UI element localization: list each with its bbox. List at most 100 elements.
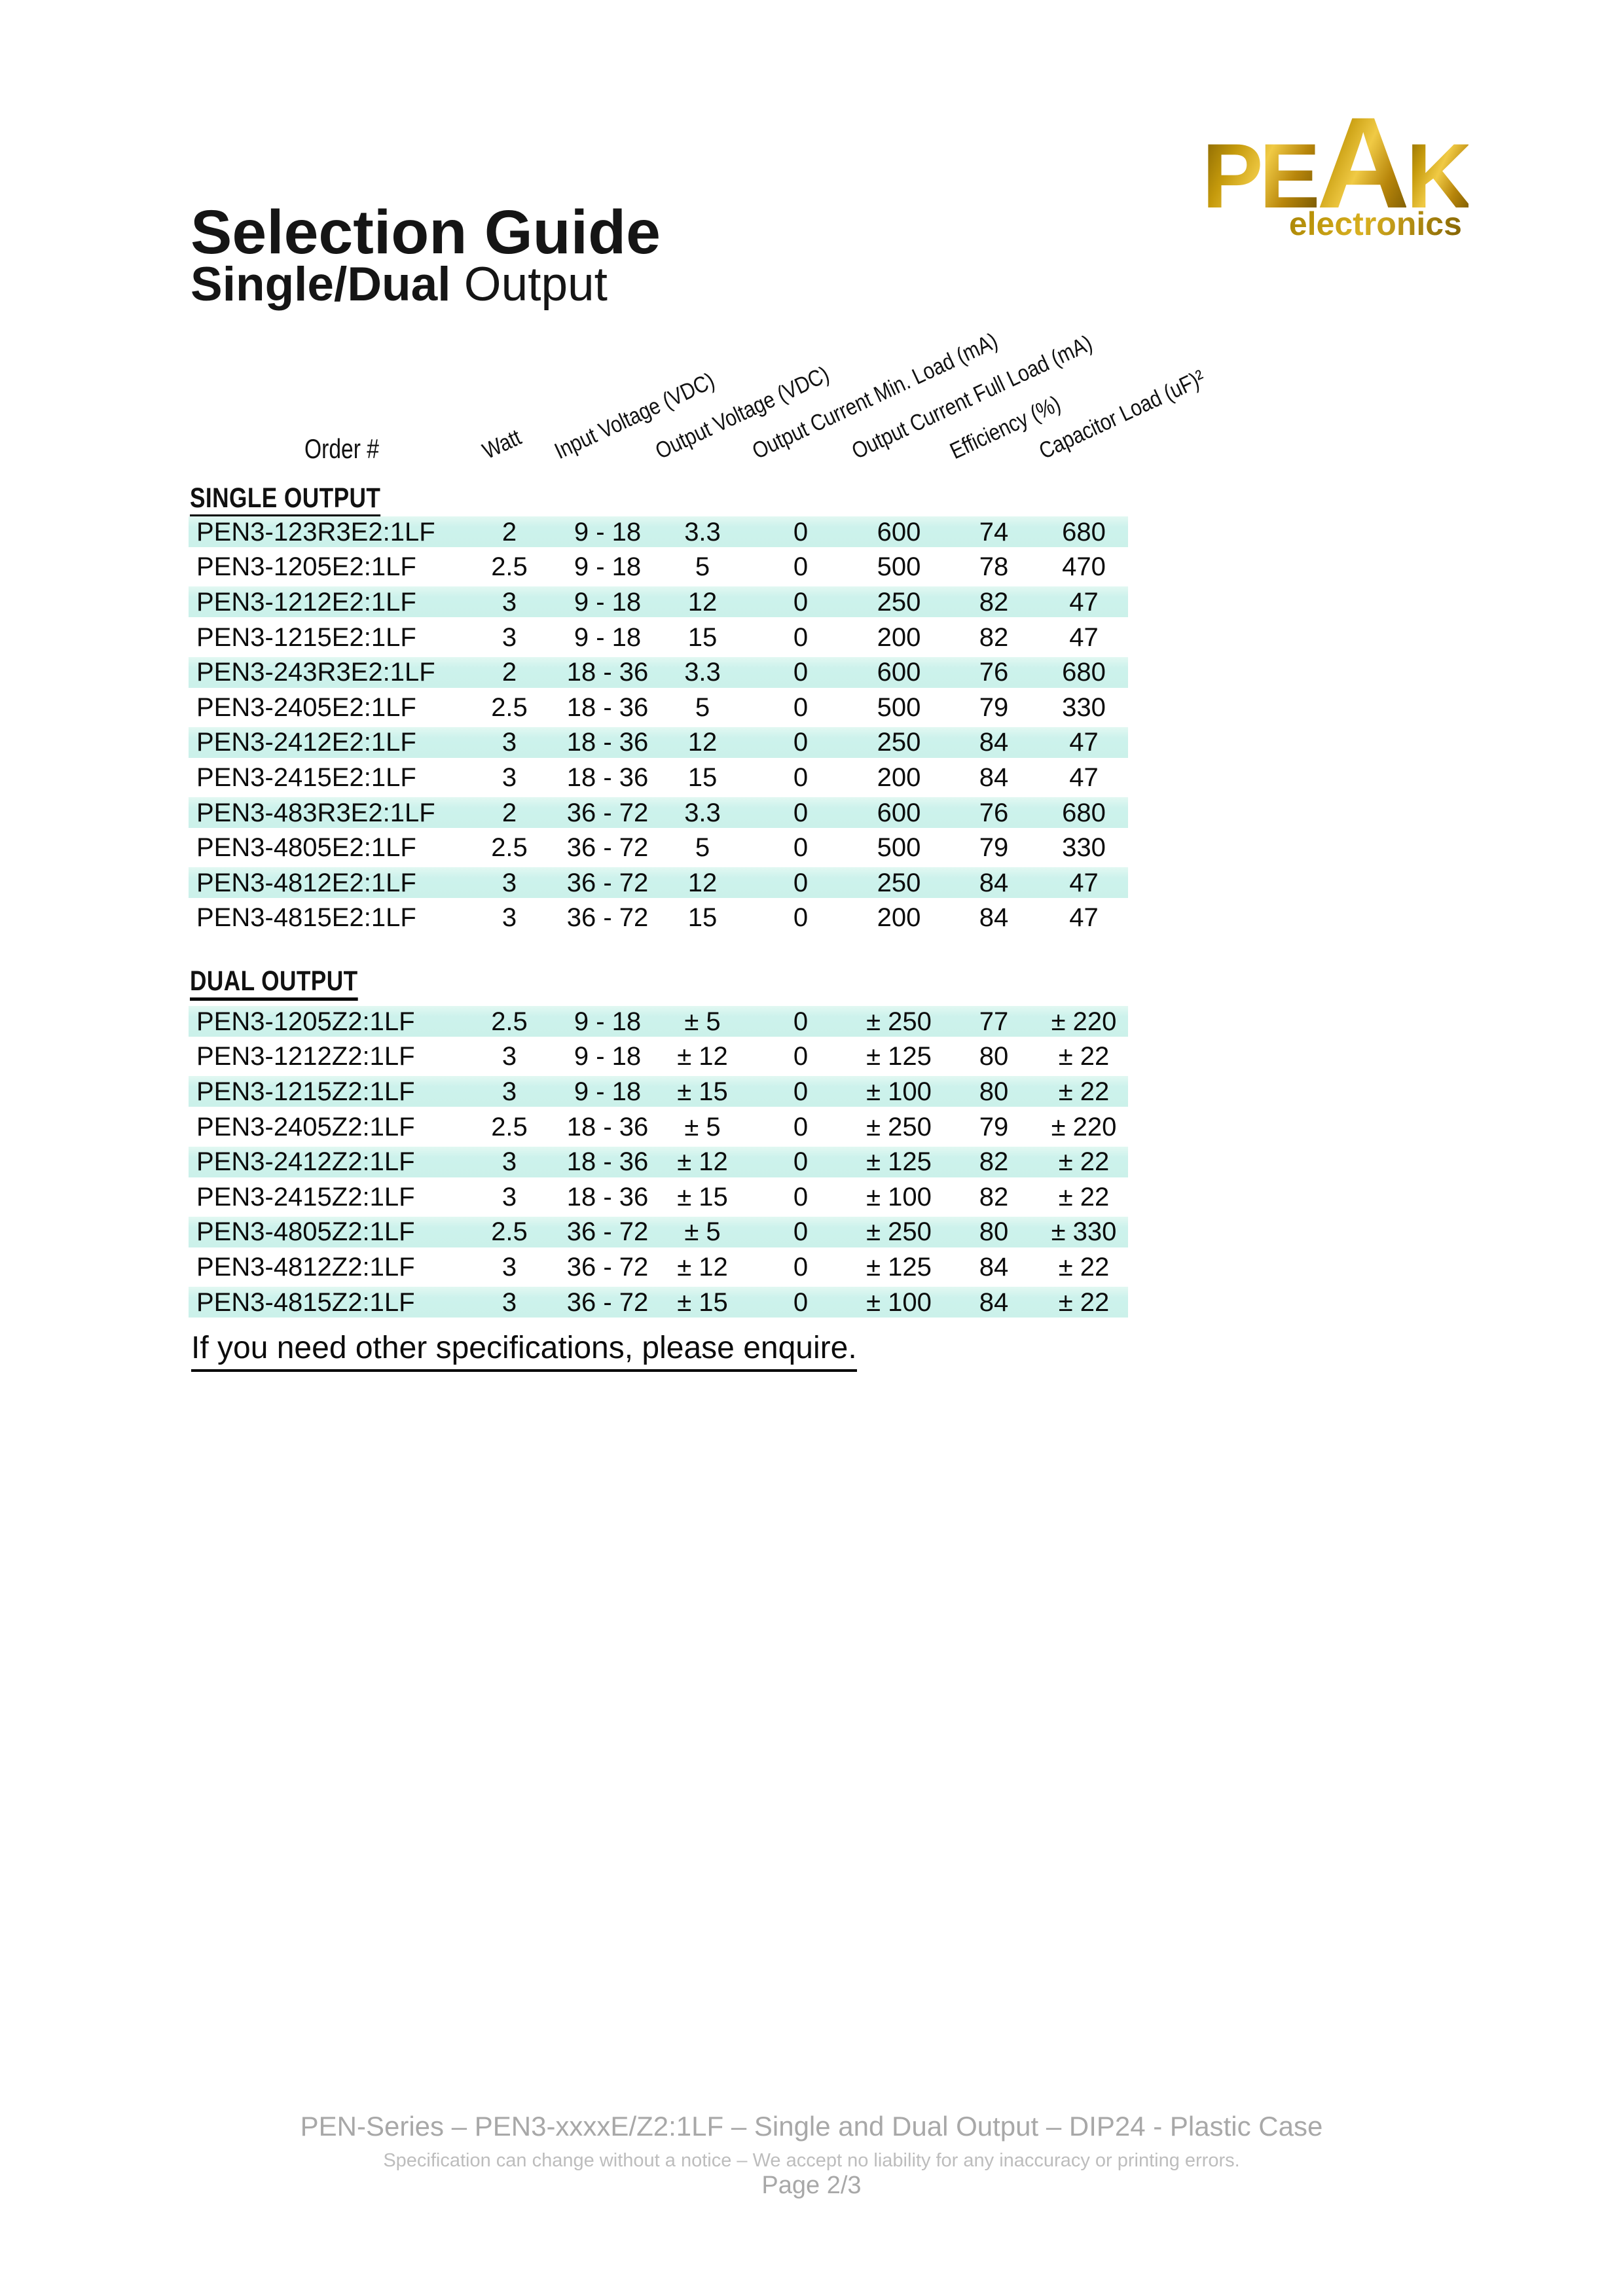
table-row: PEN3-4815Z2:1LF 3 36 - 72 ± 15 0 ± 100 84 ± 22 — [189, 1284, 1128, 1320]
table-cell: 18 - 36 — [566, 1147, 649, 1177]
order-number-cell: PEN3-4815Z2:1LF — [196, 1287, 415, 1317]
table-row: PEN3-4805Z2:1LF 2.5 36 - 72 ± 5 0 ± 250 80 ± 33… — [189, 1214, 1128, 1250]
table-cell: ± 15 — [677, 1287, 728, 1317]
table-cell: 0 — [793, 1007, 809, 1036]
table-cell: 9 - 18 — [574, 1042, 642, 1071]
order-number-cell: PEN3-1205E2:1LF — [196, 552, 416, 582]
table-cell: 5 — [695, 833, 710, 863]
table-row: PEN3-1212Z2:1LF 3 9 - 18 ± 12 0 ± 125 80 ± 22 — [189, 1039, 1128, 1075]
table-cell: ± 12 — [677, 1252, 728, 1282]
table-cell: 84 — [979, 762, 1009, 792]
table-cell: 680 — [1062, 798, 1106, 827]
table-cell: ± 250 — [866, 1112, 932, 1141]
dual-output-table: PEN3-1205Z2:1LF 2.5 9 - 18 ± 5 0 ± 250 77 ± 220… — [189, 1004, 1128, 1320]
table-cell: ± 5 — [684, 1112, 721, 1141]
subtitle-rest: Output — [450, 258, 608, 311]
table-column-headers: Order # Watt Input Voltage (VDC) Output Vo… — [0, 262, 1623, 465]
table-cell: 84 — [979, 903, 1009, 933]
table-row: PEN3-1215E2:1LF 3 9 - 18 15 0 200 82 47 — [189, 620, 1128, 655]
table-row: PEN3-483R3E2:1LF 2 36 - 72 3.3 0 600 76 680 — [189, 795, 1128, 831]
table-cell: 74 — [979, 517, 1009, 547]
section-title-dual-output: DUAL OUTPUT — [190, 967, 358, 1001]
table-cell: ± 250 — [866, 1007, 932, 1036]
logo-text-k: K — [1406, 124, 1472, 227]
table-cell: 79 — [979, 833, 1009, 863]
table-cell: 78 — [979, 552, 1009, 582]
table-cell: 250 — [877, 868, 921, 897]
table-cell: 18 - 36 — [566, 1112, 649, 1141]
table-cell: 12 — [687, 728, 718, 757]
table-cell: ± 22 — [1058, 1042, 1110, 1071]
table-cell: 84 — [979, 1252, 1009, 1282]
table-cell: ± 220 — [1051, 1007, 1117, 1036]
table-cell: 680 — [1062, 658, 1106, 687]
order-number-cell: PEN3-1215E2:1LF — [196, 622, 416, 652]
table-cell: 600 — [877, 798, 921, 827]
table-cell: 200 — [877, 762, 921, 792]
table-cell: 0 — [793, 1042, 809, 1071]
table-cell: 0 — [793, 833, 809, 863]
subtitle-bold: Single/Dual — [191, 258, 451, 311]
column-header-order: Order # — [304, 433, 379, 464]
table-cell: ± 5 — [684, 1217, 721, 1247]
table-cell: 250 — [877, 587, 921, 617]
table-cell: 77 — [979, 1007, 1009, 1036]
table-cell: 0 — [793, 658, 809, 687]
table-cell: 80 — [979, 1077, 1009, 1106]
table-cell: 3.3 — [684, 798, 721, 827]
table-cell: ± 125 — [866, 1252, 932, 1282]
order-number-cell: PEN3-243R3E2:1LF — [196, 658, 435, 687]
table-cell: 500 — [877, 833, 921, 863]
footer-page-number: Page 2/3 — [761, 2172, 862, 2199]
section-title-single-output: SINGLE OUTPUT — [190, 484, 381, 518]
table-cell: 36 - 72 — [566, 798, 649, 827]
table-cell: 79 — [979, 1112, 1009, 1141]
table-cell: 600 — [877, 658, 921, 687]
table-cell: 0 — [793, 1182, 809, 1211]
table-cell: 3 — [501, 587, 517, 617]
table-cell: 0 — [793, 1077, 809, 1106]
table-cell: ± 12 — [677, 1042, 728, 1071]
table-cell: 3 — [501, 868, 517, 897]
order-number-cell: PEN3-4805E2:1LF — [196, 833, 416, 863]
table-row: PEN3-4812Z2:1LF 3 36 - 72 ± 12 0 ± 125 84 ± 22 — [189, 1249, 1128, 1285]
footer-series-line: PEN-Series – PEN3-xxxxE/Z2:1LF – Single … — [300, 2111, 1323, 2142]
table-cell: ± 100 — [866, 1287, 932, 1317]
table-cell: 36 - 72 — [566, 833, 649, 863]
table-row: PEN3-2405E2:1LF 2.5 18 - 36 5 0 500 79 330 — [189, 690, 1128, 725]
table-cell: 680 — [1062, 517, 1106, 547]
table-cell: 79 — [979, 692, 1009, 722]
table-cell: 0 — [793, 1287, 809, 1317]
table-cell: 2 — [501, 517, 517, 547]
table-cell: 9 - 18 — [574, 517, 642, 547]
table-cell: 200 — [877, 622, 921, 652]
table-cell: 18 - 36 — [566, 762, 649, 792]
table-cell: 0 — [793, 1217, 809, 1247]
order-number-cell: PEN3-123R3E2:1LF — [196, 517, 435, 547]
table-cell: 0 — [793, 903, 809, 933]
table-cell: 18 - 36 — [566, 1182, 649, 1211]
table-cell: ± 22 — [1058, 1077, 1110, 1106]
footer-disclaimer: Specification can change without a notic… — [383, 2150, 1240, 2171]
table-cell: 3.3 — [684, 658, 721, 687]
table-cell: 600 — [877, 517, 921, 547]
table-cell: 47 — [1069, 587, 1099, 617]
table-cell: 12 — [687, 868, 718, 897]
order-number-cell: PEN3-1212E2:1LF — [196, 587, 416, 617]
order-number-cell: PEN3-2415E2:1LF — [196, 762, 416, 792]
table-row: PEN3-243R3E2:1LF 2 18 - 36 3.3 0 600 76 680 — [189, 655, 1128, 690]
table-cell: 3 — [501, 762, 517, 792]
table-cell: 80 — [979, 1217, 1009, 1247]
table-cell: 84 — [979, 728, 1009, 757]
order-number-cell: PEN3-4812E2:1LF — [196, 868, 416, 897]
table-row: PEN3-2415E2:1LF 3 18 - 36 15 0 200 84 47 — [189, 760, 1128, 795]
table-cell: 9 - 18 — [574, 1077, 642, 1106]
table-cell: 0 — [793, 517, 809, 547]
table-row: PEN3-1212E2:1LF 3 9 - 18 12 0 250 82 47 — [189, 584, 1128, 620]
table-cell: ± 250 — [866, 1217, 932, 1247]
table-cell: 3 — [501, 1147, 517, 1177]
single-output-table: PEN3-123R3E2:1LF 2 9 - 18 3.3 0 600 74 680 PEN3-… — [189, 514, 1128, 935]
order-number-cell: PEN3-2412E2:1LF — [196, 728, 416, 757]
order-number-cell: PEN3-4805Z2:1LF — [196, 1217, 415, 1247]
